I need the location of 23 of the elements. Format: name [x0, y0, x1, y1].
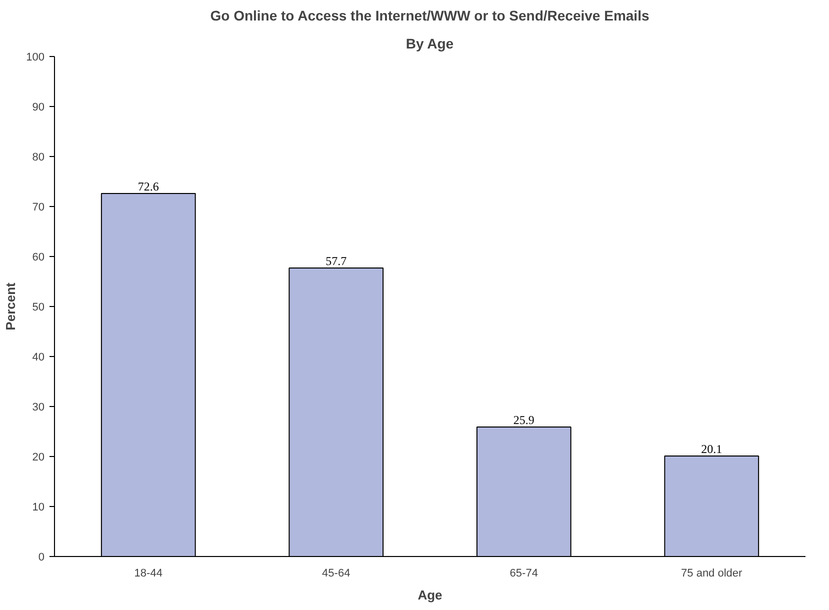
x-axis-title: Age	[418, 588, 442, 602]
y-tick-label: 60	[32, 252, 45, 264]
chart-subtitle: By Age	[406, 36, 454, 52]
data-label: 20.1	[701, 442, 722, 456]
y-tick-label: 30	[32, 402, 45, 414]
x-tick-label: 65-74	[510, 568, 538, 580]
y-tick-label: 80	[32, 152, 45, 164]
data-label: 72.6	[138, 180, 159, 194]
y-axis-title: Percent	[3, 282, 18, 330]
data-label: 25.9	[513, 413, 534, 427]
y-tick-label: 0	[38, 552, 45, 564]
y-tick-label: 50	[32, 302, 45, 314]
y-tick-label: 70	[32, 202, 45, 214]
y-tick-label: 40	[32, 352, 45, 364]
x-tick-label: 45-64	[322, 568, 350, 580]
y-tick-label: 10	[32, 502, 45, 514]
y-tick-label: 90	[32, 102, 45, 114]
chart-title: Go Online to Access the Internet/WWW or to Send/Receive Emails	[210, 8, 650, 24]
x-tick-label: 18-44	[134, 568, 162, 580]
y-tick-label: 100	[26, 52, 45, 64]
data-label: 57.7	[326, 254, 347, 268]
y-tick-label: 20	[32, 452, 45, 464]
x-tick-label: 75 and older	[681, 568, 743, 580]
